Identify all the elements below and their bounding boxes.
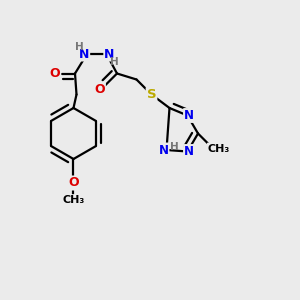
Text: H: H <box>75 41 84 52</box>
Text: H: H <box>110 56 118 67</box>
Text: N: N <box>158 143 169 157</box>
Text: CH₃: CH₃ <box>62 195 85 205</box>
Text: O: O <box>68 176 79 190</box>
Text: S: S <box>147 88 156 101</box>
Text: N: N <box>104 47 115 61</box>
Text: N: N <box>184 109 194 122</box>
Text: H: H <box>169 142 178 152</box>
Text: CH₃: CH₃ <box>208 143 230 154</box>
Text: N: N <box>184 145 194 158</box>
Text: O: O <box>50 67 60 80</box>
Text: N: N <box>79 47 89 61</box>
Text: O: O <box>94 82 105 96</box>
